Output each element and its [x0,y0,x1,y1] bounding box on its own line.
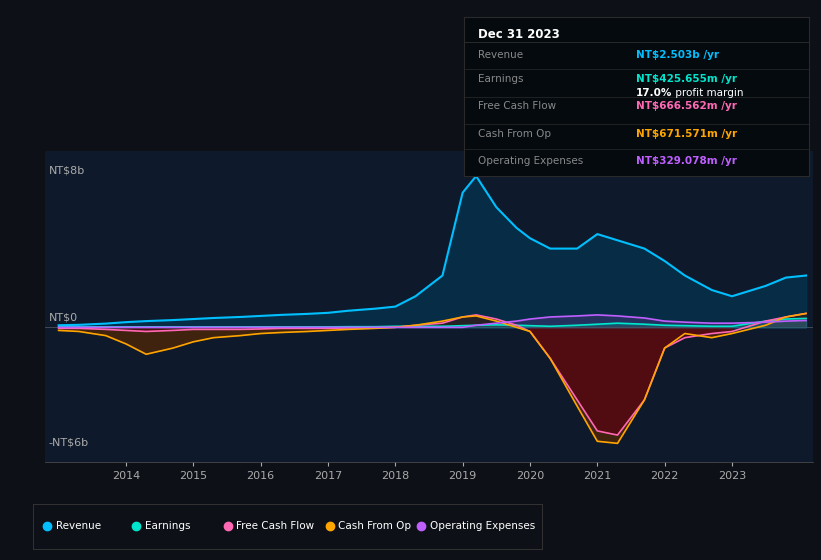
Text: NT$671.571m /yr: NT$671.571m /yr [636,129,737,138]
Text: Operating Expenses: Operating Expenses [478,156,583,166]
Text: Cash From Op: Cash From Op [338,521,411,531]
Text: profit margin: profit margin [672,88,744,98]
Text: Free Cash Flow: Free Cash Flow [478,101,556,111]
Text: Dec 31 2023: Dec 31 2023 [478,28,559,41]
Text: Earnings: Earnings [144,521,190,531]
Text: 17.0%: 17.0% [636,88,672,98]
Text: Operating Expenses: Operating Expenses [430,521,535,531]
Text: NT$2.503b /yr: NT$2.503b /yr [636,50,719,60]
Text: -NT$6b: -NT$6b [48,437,89,447]
Text: Cash From Op: Cash From Op [478,129,551,138]
Text: Revenue: Revenue [478,50,523,60]
Text: Earnings: Earnings [478,74,523,84]
Text: Revenue: Revenue [56,521,101,531]
Text: NT$329.078m /yr: NT$329.078m /yr [636,156,737,166]
Text: NT$0: NT$0 [48,312,78,322]
Text: NT$8b: NT$8b [48,166,85,176]
Text: NT$666.562m /yr: NT$666.562m /yr [636,101,737,111]
Text: Free Cash Flow: Free Cash Flow [236,521,314,531]
Text: NT$425.655m /yr: NT$425.655m /yr [636,74,737,84]
